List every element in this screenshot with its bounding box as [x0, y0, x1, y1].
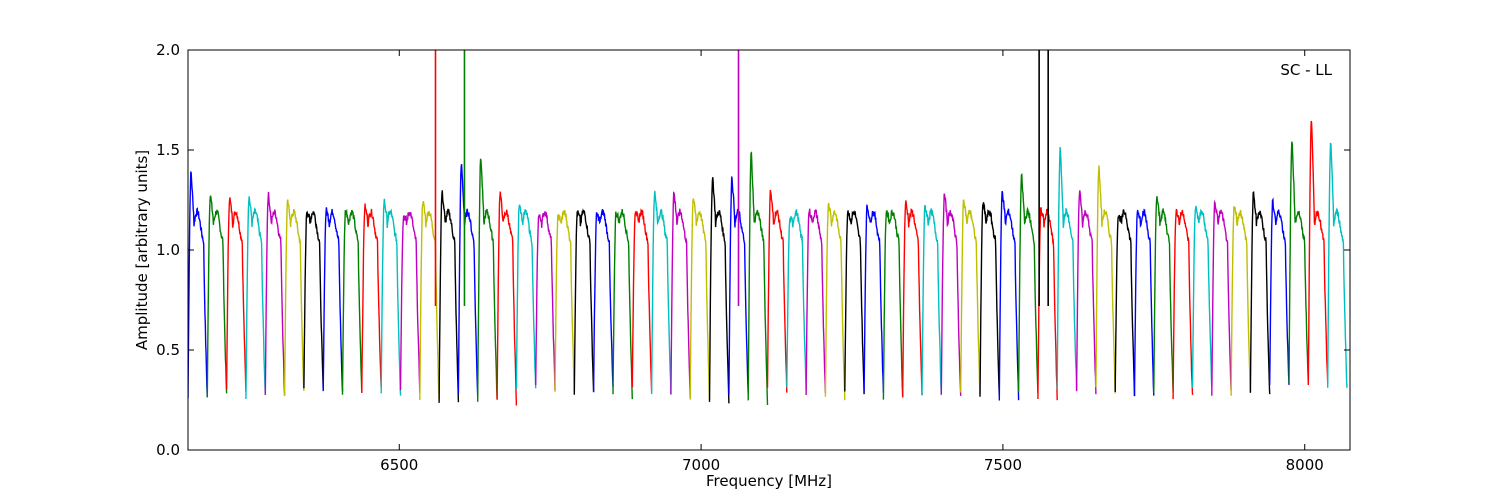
channel-line — [496, 191, 518, 406]
x-tick-label: 7500 — [984, 456, 1022, 474]
channel-line — [380, 198, 402, 396]
channel-line — [245, 196, 266, 400]
channel-line — [264, 191, 286, 396]
channel-line — [399, 211, 421, 394]
channel-line — [612, 209, 633, 400]
channel-line — [1153, 196, 1174, 393]
channel-line — [1211, 199, 1232, 396]
channel-line — [1017, 172, 1039, 394]
channel-line — [1172, 208, 1194, 400]
channel-line — [573, 208, 595, 395]
spike-layer — [434, 50, 1049, 306]
channel-line — [1133, 208, 1155, 396]
channel-line — [1075, 190, 1097, 395]
channel-line — [766, 189, 788, 393]
channel-line — [477, 158, 498, 402]
channel-line — [322, 207, 344, 392]
y-tick-label: 0.5 — [156, 341, 180, 359]
channel-line — [1056, 146, 1078, 391]
plot-annotation: SC - LL — [1280, 61, 1332, 79]
channel-line — [188, 171, 208, 399]
channel-line — [1191, 205, 1213, 389]
x-tick-label: 7000 — [682, 456, 720, 474]
channel-line — [844, 210, 865, 395]
y-tick-label: 1.0 — [156, 241, 180, 259]
channel-line — [283, 199, 305, 396]
channel-line — [303, 210, 324, 390]
channel-line — [515, 204, 537, 390]
channel-line — [206, 195, 228, 397]
y-tick-label: 0.0 — [156, 441, 180, 459]
channel-line — [1114, 209, 1136, 397]
channel-line — [361, 203, 382, 393]
channel-line — [805, 208, 827, 396]
tick-layer: 6500 7000 7500 8000 0.0 0.5 1.0 1.5 2.0 — [156, 41, 1350, 474]
series-layer — [188, 120, 1348, 406]
y-tick-label: 2.0 — [156, 41, 180, 59]
channel-line — [1288, 141, 1309, 384]
channel-line — [1268, 197, 1290, 386]
channel-line — [1249, 190, 1271, 395]
y-tick-label: 1.5 — [156, 141, 180, 159]
channel-line — [921, 205, 942, 396]
channel-line — [457, 164, 479, 397]
channel-line — [650, 190, 672, 395]
channel-line — [979, 202, 1000, 397]
y-axis-label: Amplitude [arbitrary units] — [133, 150, 151, 350]
x-tick-label: 8000 — [1286, 456, 1324, 474]
channel-line — [689, 198, 711, 400]
channel-line — [554, 209, 575, 393]
channel-line — [824, 202, 846, 401]
channel-line — [998, 190, 1020, 401]
channel-line — [535, 211, 556, 391]
channel-line — [592, 209, 614, 393]
channel-line — [960, 199, 981, 395]
channel-line — [902, 200, 923, 398]
channel-line — [786, 209, 807, 391]
channel-line — [1307, 120, 1329, 386]
channel-line — [1230, 206, 1252, 396]
channel-line — [708, 177, 730, 404]
channel-line — [225, 197, 247, 392]
plot-area: 6500 7000 7500 8000 0.0 0.5 1.0 1.5 2.0 — [156, 41, 1351, 474]
channel-line — [863, 204, 885, 393]
channel-line — [747, 151, 769, 406]
channel-line — [1326, 142, 1348, 388]
channel-line — [940, 193, 962, 396]
channel-line — [631, 208, 653, 392]
x-axis-label: Frequency [MHz] — [706, 472, 832, 490]
x-tick-label: 6500 — [380, 456, 418, 474]
channel-line — [670, 191, 691, 399]
channel-line — [438, 190, 460, 403]
channel-line — [1095, 165, 1116, 394]
channel-line — [882, 208, 904, 400]
channel-line — [341, 208, 363, 395]
